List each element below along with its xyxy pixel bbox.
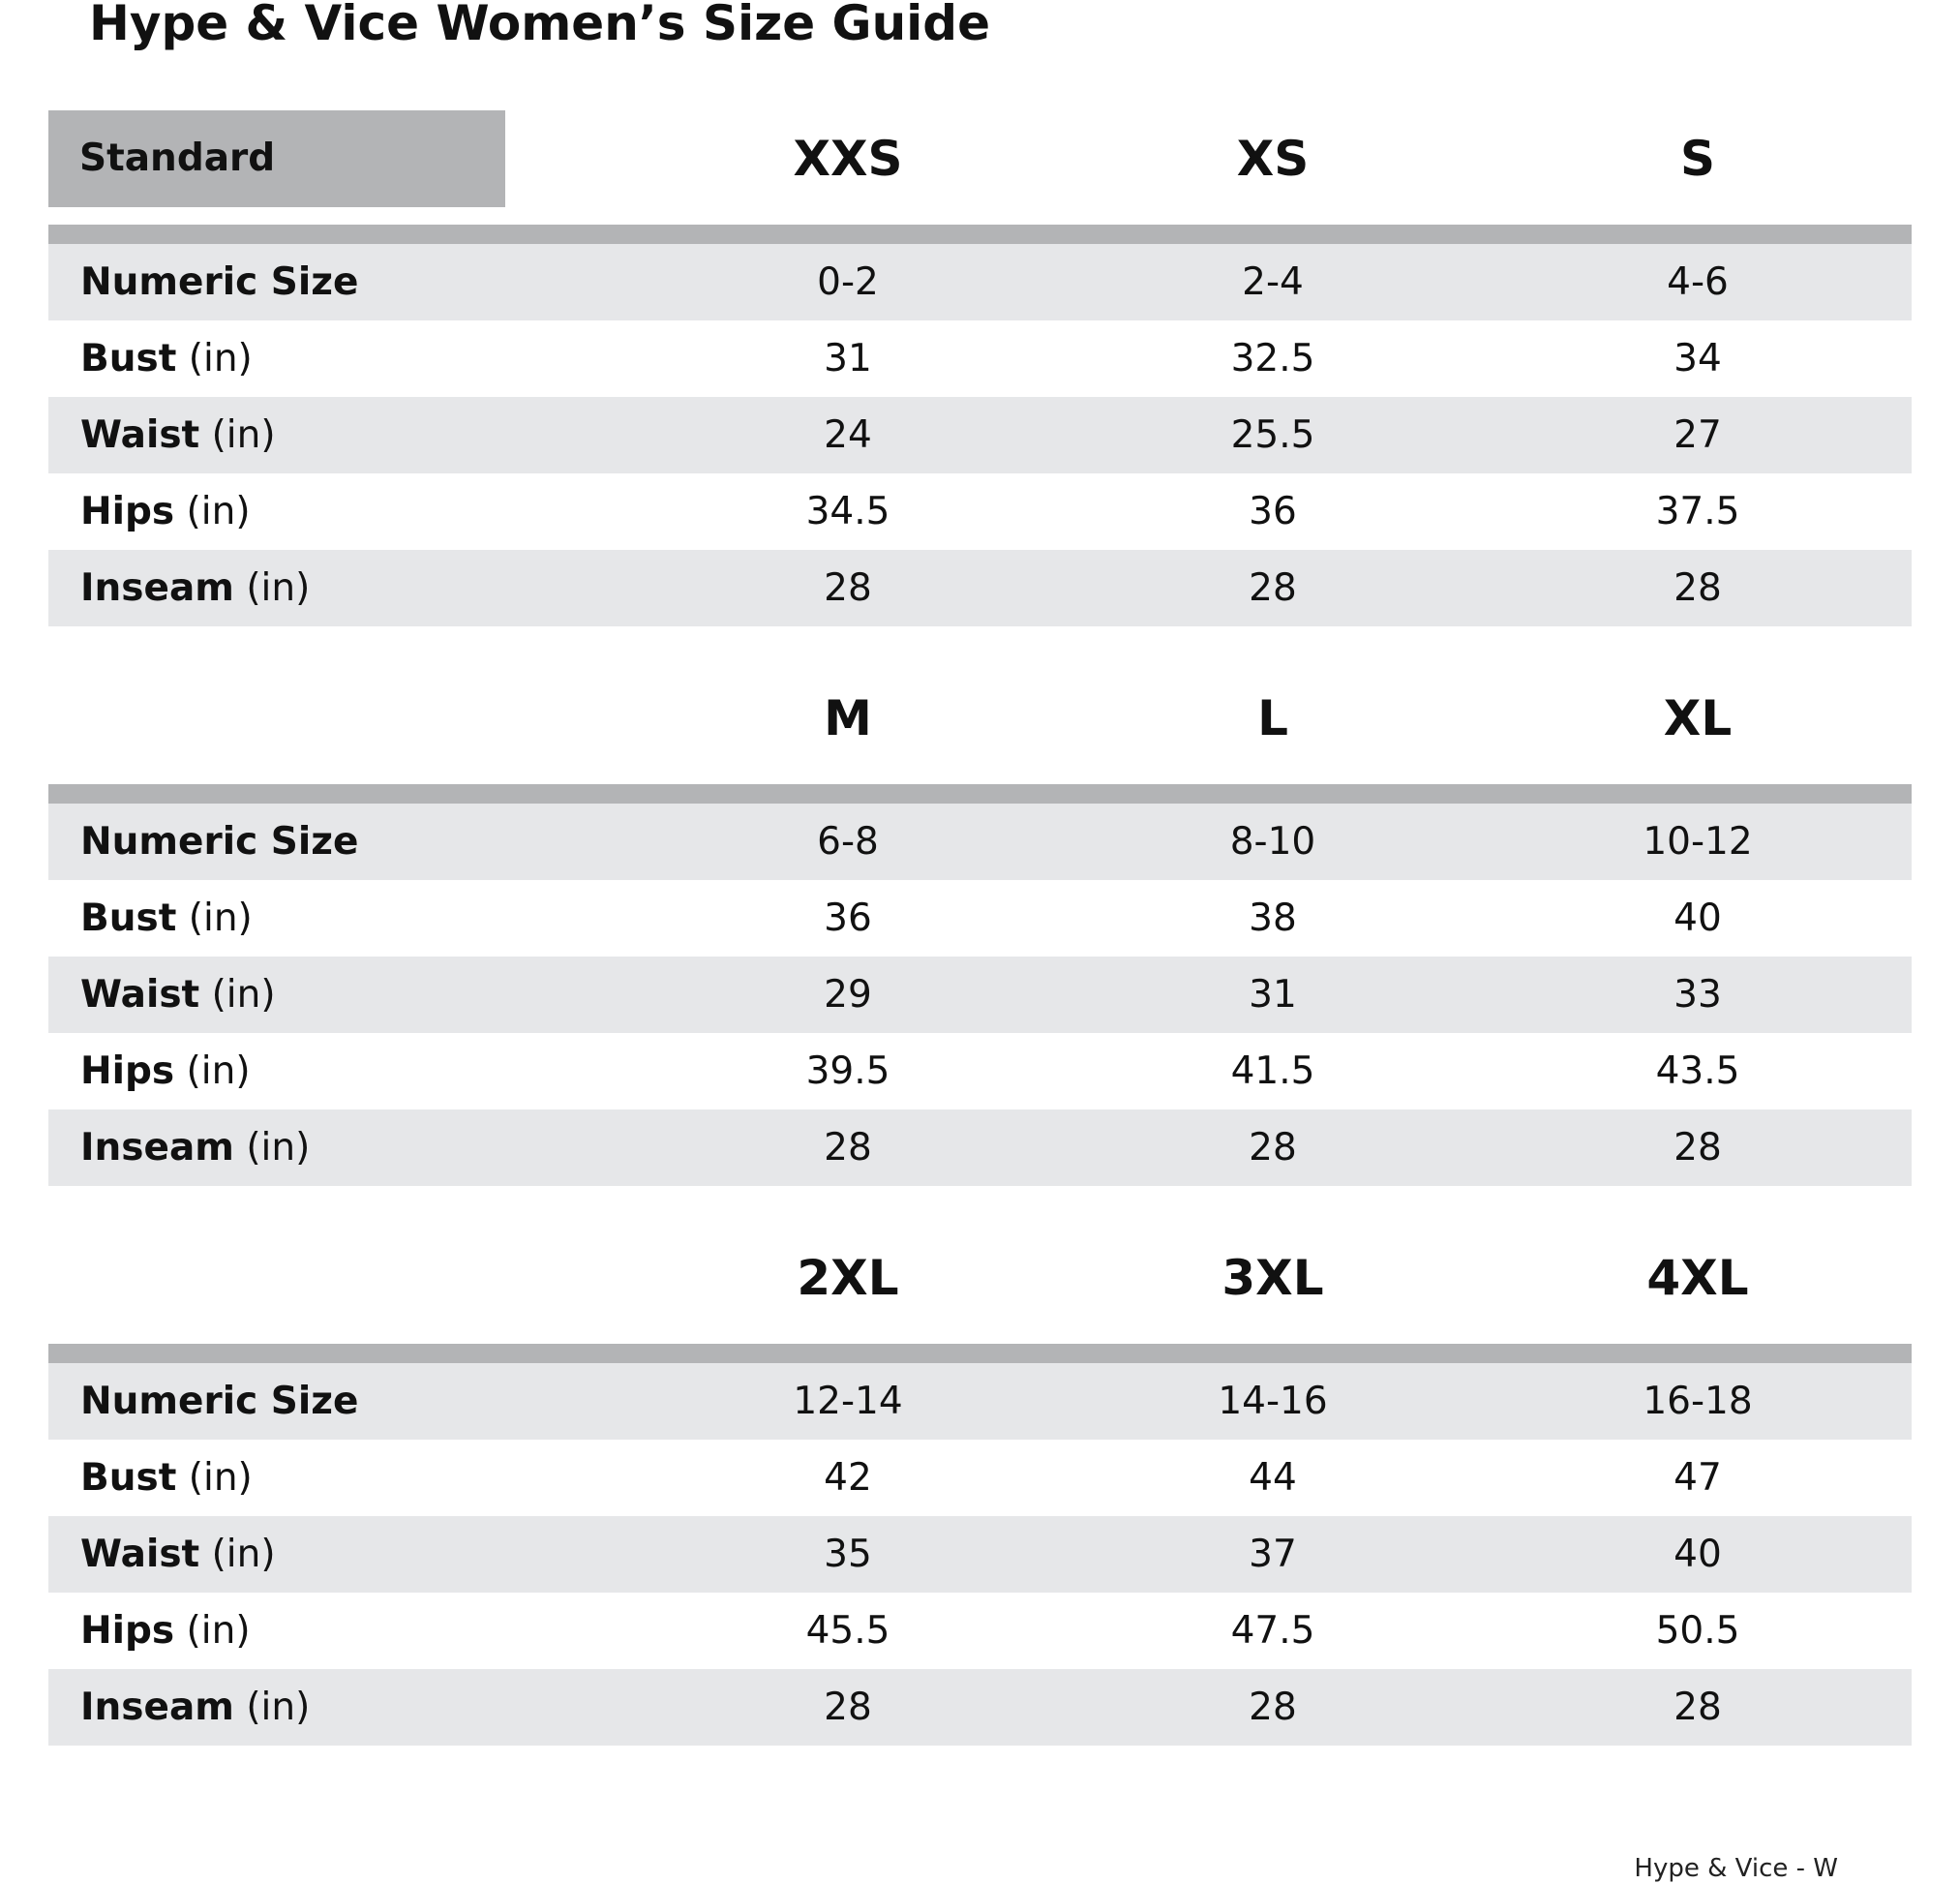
table-row: Waist (in) 35 37 40 [48, 1516, 1912, 1593]
row-label: Inseam (in) [80, 566, 311, 610]
table-row: Waist (in) 29 31 33 [48, 957, 1912, 1033]
row-label: Numeric Size [80, 1380, 359, 1423]
table-cell: 39.5 [805, 1049, 890, 1093]
row-label: Numeric Size [80, 260, 359, 304]
table-cell: 32.5 [1230, 337, 1315, 380]
row-label: Bust (in) [80, 337, 253, 380]
table-cell: 47.5 [1230, 1609, 1315, 1653]
table-cell: 28 [824, 1126, 872, 1170]
table-row: Hips (in) 45.5 47.5 50.5 [48, 1593, 1912, 1669]
table-cell: 12-14 [793, 1380, 903, 1423]
row-label: Hips (in) [80, 1049, 251, 1093]
row-label: Waist (in) [80, 973, 276, 1017]
size-label: 3XL [1221, 1250, 1324, 1306]
table-cell: 42 [824, 1456, 872, 1500]
table-cell: 28 [824, 566, 872, 610]
header-divider-bar [48, 1344, 1912, 1363]
table-cell: 28 [1249, 1126, 1297, 1170]
table-cell: 28 [1674, 1126, 1722, 1170]
table-cell: 37.5 [1655, 490, 1740, 533]
table-cell: 24 [824, 413, 872, 457]
table-cell: 44 [1249, 1456, 1297, 1500]
standard-label: Standard [79, 137, 276, 180]
row-label: Bust (in) [80, 1456, 253, 1500]
table-cell: 35 [824, 1533, 872, 1576]
page-title: Hype & Vice Women’s Size Guide [89, 0, 991, 51]
size-label: S [1679, 131, 1715, 187]
table-cell: 27 [1674, 413, 1722, 457]
row-label: Inseam (in) [80, 1126, 311, 1170]
table-cell: 25.5 [1230, 413, 1315, 457]
table-cell: 50.5 [1655, 1609, 1740, 1653]
header-divider-bar [48, 225, 1912, 244]
size-label: 2XL [797, 1250, 899, 1306]
table-cell: 34.5 [805, 490, 890, 533]
size-header-row: M L XL [48, 670, 1912, 784]
size-label: XXS [793, 131, 903, 187]
table-cell: 47 [1674, 1456, 1722, 1500]
table-row: Hips (in) 34.5 36 37.5 [48, 473, 1912, 550]
table-cell: 40 [1674, 896, 1722, 940]
size-label: L [1257, 690, 1288, 746]
table-cell: 31 [1249, 973, 1297, 1017]
standard-header-box: Standard [48, 110, 505, 207]
table-cell: 28 [824, 1686, 872, 1729]
table-row: Bust (in) 42 44 47 [48, 1440, 1912, 1516]
table-cell: 36 [824, 896, 872, 940]
table-row: Numeric Size 0-2 2-4 4-6 [48, 244, 1912, 320]
table-cell: 34 [1674, 337, 1722, 380]
table-row: Hips (in) 39.5 41.5 43.5 [48, 1033, 1912, 1109]
footer-label: Hype & Vice - W [1634, 1854, 1838, 1883]
table-cell: 28 [1674, 1686, 1722, 1729]
size-label: 4XL [1646, 1250, 1749, 1306]
size-header-row: 2XL 3XL 4XL [48, 1230, 1912, 1344]
table-cell: 45.5 [805, 1609, 890, 1653]
table-row: Inseam (in) 28 28 28 [48, 550, 1912, 626]
table-cell: 28 [1674, 566, 1722, 610]
table-cell: 37 [1249, 1533, 1297, 1576]
table-cell: 28 [1249, 1686, 1297, 1729]
table-row: Bust (in) 31 32.5 34 [48, 320, 1912, 397]
row-label: Hips (in) [80, 1609, 251, 1653]
table-row: Waist (in) 24 25.5 27 [48, 397, 1912, 473]
table-cell: 4-6 [1667, 260, 1729, 304]
table-cell: 41.5 [1230, 1049, 1315, 1093]
row-label: Hips (in) [80, 490, 251, 533]
row-label: Inseam (in) [80, 1686, 311, 1729]
table-cell: 2-4 [1242, 260, 1304, 304]
table-row: Inseam (in) 28 28 28 [48, 1669, 1912, 1746]
row-label: Waist (in) [80, 1533, 276, 1576]
row-label: Waist (in) [80, 413, 276, 457]
table-cell: 40 [1674, 1533, 1722, 1576]
size-table-group-1: Standard XXS XS S Numeric Size 0-2 2-4 4… [48, 110, 1912, 626]
size-table-group-2: M L XL Numeric Size 6-8 8-10 10-12 Bust … [48, 670, 1912, 1186]
row-label: Numeric Size [80, 820, 359, 864]
table-cell: 6-8 [817, 820, 879, 864]
size-header-row: Standard XXS XS S [48, 110, 1912, 225]
table-cell: 33 [1674, 973, 1722, 1017]
size-label: M [824, 690, 872, 746]
size-table-group-3: 2XL 3XL 4XL Numeric Size 12-14 14-16 16-… [48, 1230, 1912, 1746]
row-label: Bust (in) [80, 896, 253, 940]
table-cell: 0-2 [817, 260, 879, 304]
header-divider-bar [48, 784, 1912, 804]
table-cell: 16-18 [1643, 1380, 1753, 1423]
table-cell: 8-10 [1229, 820, 1316, 864]
table-cell: 38 [1249, 896, 1297, 940]
table-cell: 43.5 [1655, 1049, 1740, 1093]
size-label: XS [1236, 131, 1310, 187]
table-cell: 10-12 [1643, 820, 1753, 864]
table-cell: 31 [824, 337, 872, 380]
table-cell: 36 [1249, 490, 1297, 533]
table-cell: 14-16 [1218, 1380, 1328, 1423]
table-row: Bust (in) 36 38 40 [48, 880, 1912, 957]
table-row: Numeric Size 6-8 8-10 10-12 [48, 804, 1912, 880]
table-cell: 28 [1249, 566, 1297, 610]
table-row: Inseam (in) 28 28 28 [48, 1109, 1912, 1186]
table-row: Numeric Size 12-14 14-16 16-18 [48, 1363, 1912, 1440]
size-label: XL [1663, 690, 1733, 746]
table-cell: 29 [824, 973, 872, 1017]
